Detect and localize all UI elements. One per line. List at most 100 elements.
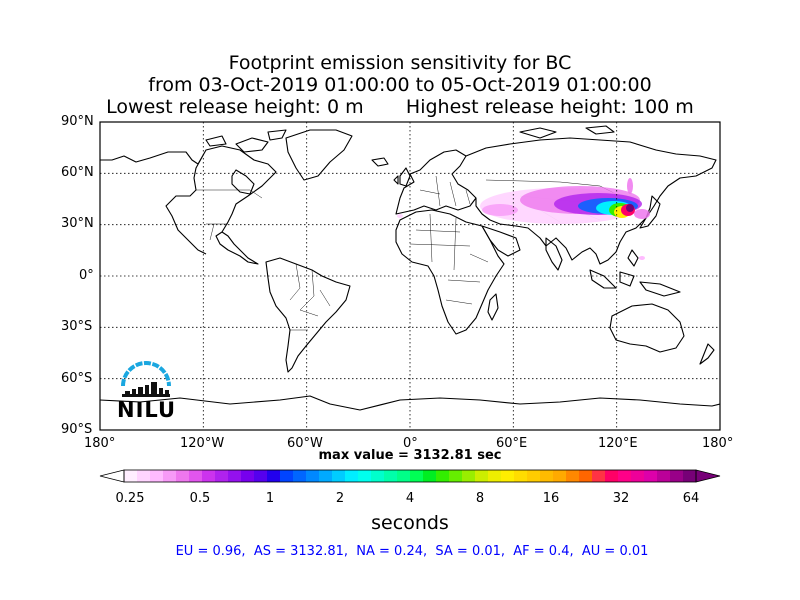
highest-release-height: Highest release height: 100 m: [405, 96, 694, 118]
colorbar-tick-0: 0.25: [115, 491, 145, 506]
colorbar-cells: [124, 470, 697, 482]
coast-japan: [639, 195, 661, 229]
colorbar-cell: [514, 470, 528, 482]
coast-arabia: [481, 225, 521, 257]
colorbar-cell: [241, 470, 255, 482]
colorbar-tick-6: 16: [542, 491, 560, 506]
colorbar-units: seconds: [371, 512, 449, 534]
colorbar-tick-5: 8: [475, 491, 485, 506]
coast-africa: [395, 209, 505, 335]
plume-korea-japan: [634, 209, 650, 219]
emission-sensitivity-plume: [397, 178, 650, 260]
colorbar-cell: [124, 470, 138, 482]
lon-label-0: 0°: [403, 436, 418, 451]
lat-label-60s: 60°S: [61, 371, 93, 386]
nilu-logo-arc: [121, 361, 171, 387]
lon-label-60e: 60°E: [496, 436, 528, 451]
colorbar-extend-low: [99, 469, 125, 483]
coast-hudson-bay: [231, 169, 255, 195]
nilu-logo-skyline: [122, 382, 170, 397]
colorbar-cell: [267, 470, 281, 482]
colorbar-cell: [618, 470, 632, 482]
colorbar-cell: [670, 470, 684, 482]
coast-south-america: [265, 257, 351, 373]
colorbar-cell: [579, 470, 593, 482]
colorbar-cell: [605, 470, 619, 482]
colorbar-cell: [371, 470, 385, 482]
title-line-3: Lowest release height: 0 m Highest relea…: [0, 96, 800, 118]
coast-europe: [395, 149, 477, 215]
coast-antarctica: [100, 395, 720, 411]
colorbar-cell: [631, 470, 645, 482]
colorbar-tick-7: 32: [612, 491, 630, 506]
colorbar-cell: [137, 470, 151, 482]
colorbar-tick-2: 1: [265, 491, 275, 506]
colorbar-cell: [566, 470, 580, 482]
colorbar-cell: [475, 470, 489, 482]
coastlines: [100, 125, 720, 411]
colorbar-cell: [449, 470, 463, 482]
colorbar-cell: [657, 470, 671, 482]
colorbar-cell: [436, 470, 450, 482]
lon-label-180e: 180°: [702, 436, 734, 451]
regional-summary: EU = 0.96, AS = 3132.81, NA = 0.24, SA =…: [175, 544, 649, 559]
coast-arctic-russia: [519, 125, 615, 139]
colorbar-cell: [358, 470, 372, 482]
title-line-2: from 03-Oct-2019 01:00:00 to 05-Oct-2019…: [148, 74, 652, 96]
max-value-label: max value = 3132.81 sec: [318, 448, 502, 463]
lowest-release-height: Lowest release height: 0 m: [106, 96, 364, 118]
lat-label-30s: 30°S: [61, 319, 93, 334]
colorbar-cell: [397, 470, 411, 482]
coast-asia: [465, 137, 717, 265]
colorbar-cell: [683, 470, 697, 482]
colorbar-cell: [540, 470, 554, 482]
coast-madagascar: [487, 293, 499, 321]
plume-layer-dark: [626, 204, 634, 212]
nilu-logo: NILU: [117, 358, 175, 424]
coast-arctic-islands: [205, 129, 287, 153]
colorbar-cell: [150, 470, 164, 482]
plume-europe-speck: [397, 214, 403, 218]
colorbar-cell: [501, 470, 515, 482]
coast-british-isles: [393, 167, 411, 187]
colorbar-cell: [293, 470, 307, 482]
colorbar-tick-1: 0.5: [189, 491, 211, 506]
coast-india: [545, 237, 563, 271]
colorbar-cell: [189, 470, 203, 482]
coast-north-america: [100, 145, 277, 265]
lon-label-120e: 120°E: [598, 436, 638, 451]
coast-australia: [609, 303, 685, 353]
colorbar-cell: [202, 470, 216, 482]
colorbar-cell: [332, 470, 346, 482]
colorbar-cell: [644, 470, 658, 482]
colorbar-cell: [527, 470, 541, 482]
colorbar-cell: [163, 470, 177, 482]
gridlines: [100, 122, 720, 430]
colorbar-cell: [462, 470, 476, 482]
lat-label-90n: 90°N: [61, 114, 94, 129]
colorbar-tick-8: 64: [682, 491, 700, 506]
lat-label-90s: 90°S: [61, 422, 93, 437]
colorbar-cell: [384, 470, 398, 482]
coast-new-zealand: [699, 343, 715, 365]
colorbar-cell: [228, 470, 242, 482]
coast-greenland: [285, 129, 353, 181]
colorbar-tick-3: 2: [335, 491, 345, 506]
colorbar-cell: [280, 470, 294, 482]
lat-label-equator: 0°: [79, 268, 94, 283]
colorbar-cell: [319, 470, 333, 482]
colorbar-cell: [176, 470, 190, 482]
colorbar-cell: [423, 470, 437, 482]
colorbar-tick-4: 4: [405, 491, 415, 506]
colorbar-cell: [553, 470, 567, 482]
title-line-1: Footprint emission sensitivity for BC: [228, 52, 572, 74]
colorbar-cell: [488, 470, 502, 482]
lat-label-60n: 60°N: [61, 165, 94, 180]
colorbar-cell: [345, 470, 359, 482]
plume-west-tail: [482, 204, 518, 216]
colorbar-extend-high: [695, 469, 721, 483]
lon-label-60w: 60°W: [287, 436, 323, 451]
map-frame: [99, 121, 721, 431]
plume-north-lobe: [627, 178, 633, 194]
